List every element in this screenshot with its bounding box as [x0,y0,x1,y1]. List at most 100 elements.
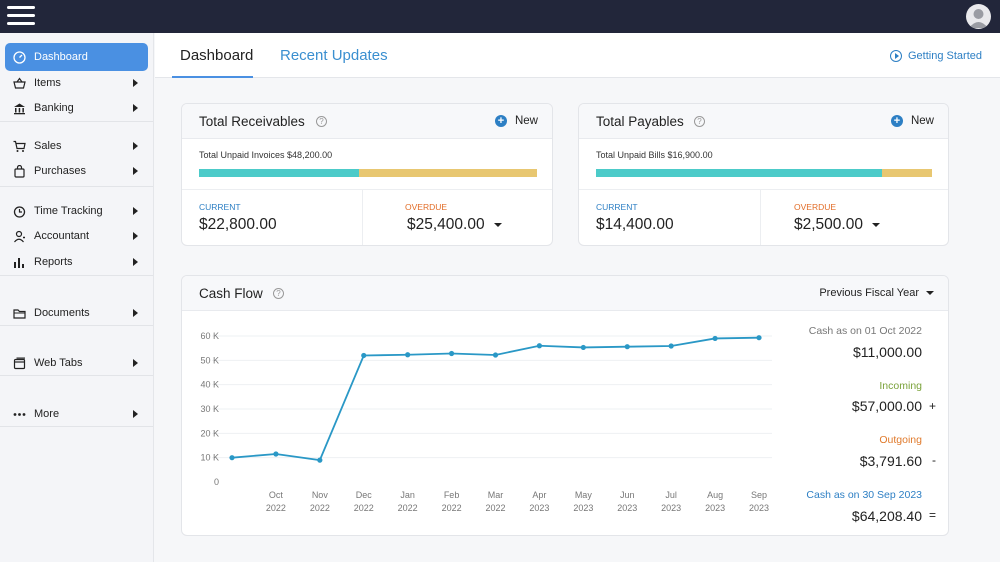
data-point[interactable] [712,335,718,342]
data-point[interactable] [405,352,411,358]
cart-icon [12,139,26,153]
overdue-dropdown[interactable]: $25,400.00 [407,216,502,234]
overdue-label: OVERDUE [794,202,837,212]
y-tick-label: 50 K [200,355,219,365]
data-point[interactable] [624,344,630,350]
sidebar-item-label: Accountant [34,230,90,242]
new-receivable-button[interactable]: + New [494,115,538,127]
divider [760,189,761,245]
data-point[interactable] [668,343,674,349]
chevron-right-icon [133,167,138,175]
y-tick-label: 0 [214,477,219,487]
sidebar-item-web-tabs[interactable]: Web Tabs [5,350,148,376]
current-label: CURRENT [596,202,638,212]
x-tick-year: 2023 [573,503,593,513]
divider [0,186,153,187]
overdue-amount: $2,500.00 [794,216,863,233]
x-tick-month: Jun [620,490,635,500]
person-icon [12,229,26,243]
data-point[interactable] [361,352,367,359]
x-tick-month: Sep [751,490,767,500]
period-dropdown[interactable]: Previous Fiscal Year [819,287,934,299]
cash-flow-card: Cash Flow ? Previous Fiscal Year 0 10 K 20… [181,275,949,536]
chevron-right-icon [133,232,138,240]
chevron-right-icon [133,142,138,150]
help-icon[interactable]: ? [316,116,327,127]
y-tick-label: 60 K [200,331,219,341]
sidebar-item-documents[interactable]: Documents [5,300,148,326]
data-point[interactable] [448,350,455,357]
x-tick-month: Jul [665,490,677,500]
more-dots-icon [12,407,26,421]
sidebar-item-banking[interactable]: Banking [5,95,148,121]
total-unpaid-bills: Total Unpaid Bills $16,900.00 [596,150,713,160]
plus-circle-icon: + [890,115,903,127]
overdue-label: OVERDUE [405,202,448,212]
bag-icon [12,164,26,178]
sidebar-item-label: Items [34,77,61,89]
sidebar-item-more[interactable]: More [5,401,148,427]
x-tick-month: Jan [400,490,415,500]
play-circle-icon [890,50,902,62]
sidebar-item-sales[interactable]: Sales [5,133,148,159]
receivables-title: Total Receivables [199,114,305,129]
chevron-right-icon [133,207,138,215]
sidebar-item-label: Web Tabs [34,357,83,369]
data-point[interactable] [492,352,499,358]
equals-sign: = [928,508,936,522]
y-tick-label: 10 K [200,453,219,463]
opening-cash-label: Cash as on 01 Oct 2022 [808,325,922,337]
tab-dashboard[interactable]: Dashboard [180,47,254,64]
chevron-right-icon [133,309,138,317]
payables-progress-bar [596,169,932,177]
x-tick-month: Aug [707,490,723,500]
receivables-card: Total Receivables ? + New Total Unpaid I… [181,103,553,246]
overdue-segment [358,169,537,177]
sidebar-item-time-tracking[interactable]: Time Tracking [5,198,148,224]
sidebar-item-purchases[interactable]: Purchases [5,158,148,184]
getting-started-link[interactable]: Getting Started [890,50,982,62]
y-tick-label: 30 K [200,404,219,414]
sidebar-item-dashboard[interactable]: Dashboard [5,43,148,71]
main-header: Dashboard Recent Updates Getting Started [155,33,1000,78]
sidebar-item-label: Reports [34,256,73,268]
x-tick-month: Oct [269,490,284,500]
sidebar-item-label: Sales [34,140,62,152]
tab-recent-updates[interactable]: Recent Updates [280,47,388,64]
data-point[interactable] [273,451,279,457]
new-payable-button[interactable]: + New [890,115,934,127]
getting-started-label: Getting Started [908,50,982,62]
y-tick-label: 40 K [200,380,219,390]
payables-header: Total Payables ? + New [579,104,948,139]
data-point[interactable] [317,457,323,463]
sidebar-item-accountant[interactable]: Accountant [5,223,148,249]
data-point[interactable] [229,455,235,461]
divider [0,375,153,376]
hamburger-icon[interactable] [7,6,35,26]
help-icon[interactable]: ? [694,116,705,127]
sidebar-item-reports[interactable]: Reports [5,249,148,275]
sidebar-item-items[interactable]: Items [5,70,148,96]
x-tick-month: Apr [532,490,546,500]
dashboard-icon [12,50,26,64]
cash-flow-chart: 0 10 K 20 K 30 K 40 K 50 K 60 K Oct 2022 Nov 2022 D… [200,331,772,513]
data-point[interactable] [536,343,543,349]
top-bar [0,0,1000,33]
chevron-right-icon [133,79,138,87]
receivables-progress-bar [199,169,537,177]
help-icon[interactable]: ? [273,288,284,299]
cash-flow-title: Cash Flow [199,286,263,301]
x-tick-year: 2023 [705,503,725,513]
bank-icon [12,101,26,115]
divider [362,189,363,245]
x-tick-year: 2023 [617,503,637,513]
user-avatar-icon[interactable] [966,4,991,29]
caret-down-icon [493,222,502,227]
overdue-dropdown[interactable]: $2,500.00 [794,216,880,234]
data-point[interactable] [756,335,762,341]
plus-sign: + [928,399,936,413]
receivables-header: Total Receivables ? + New [182,104,552,139]
data-point[interactable] [580,344,586,351]
divider [182,189,552,190]
bar-chart-icon [12,255,26,269]
